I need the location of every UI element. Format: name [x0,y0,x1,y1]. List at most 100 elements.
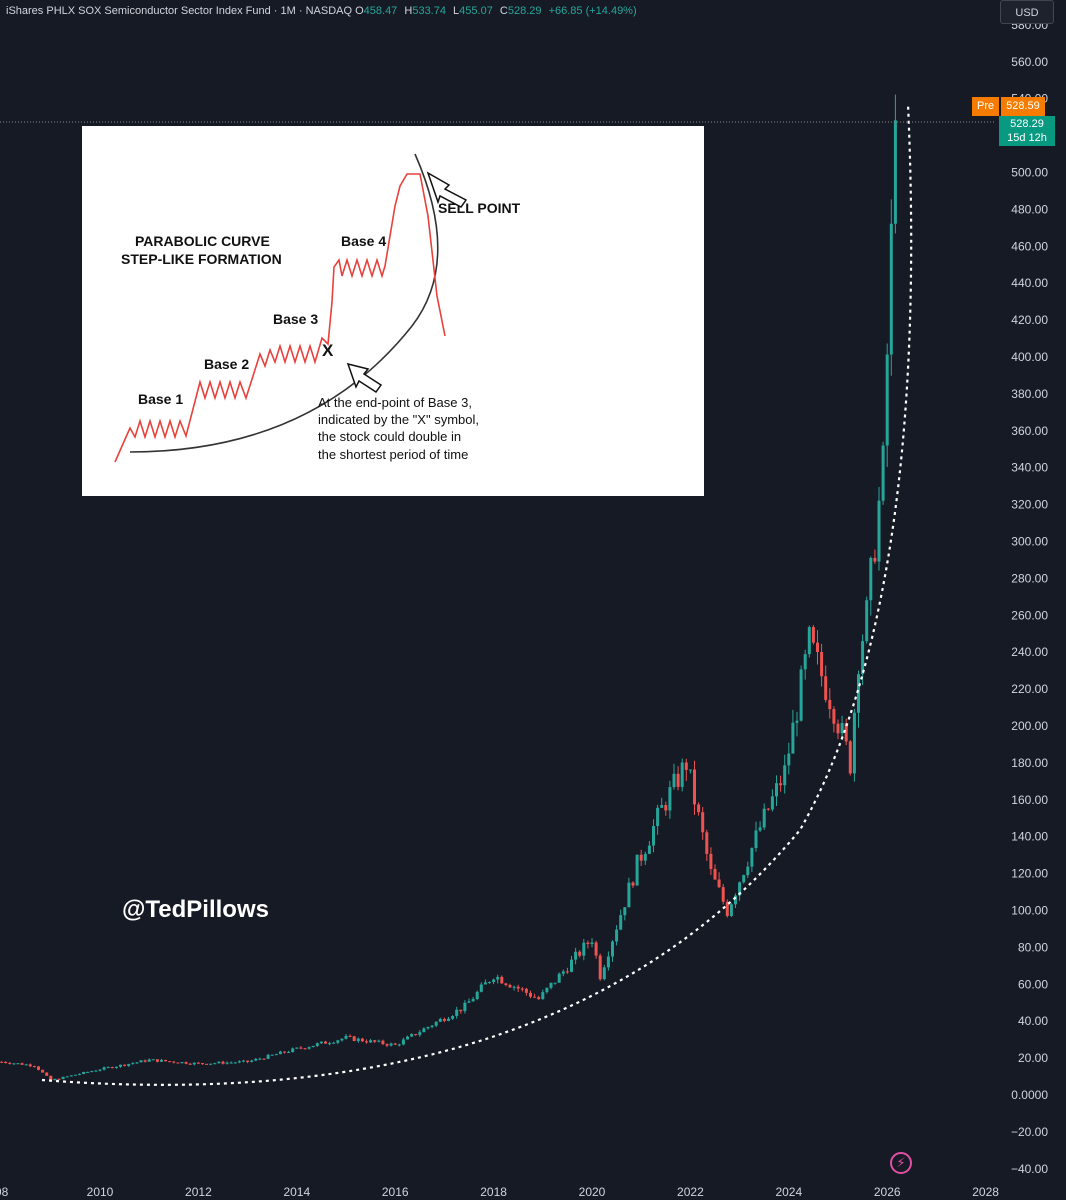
candle-body [254,1058,258,1061]
lightning-icon[interactable]: ⚡ [890,1152,912,1174]
candle-body [885,354,889,446]
inset-base4-label: Base 4 [341,233,386,249]
inset-price-path [114,173,446,463]
candle-body [168,1061,172,1063]
candle-body [561,971,565,974]
price-axis[interactable]: 580.00560.00540.00520.00500.00480.00460.… [1011,18,1048,1176]
symbol-legend[interactable]: iShares PHLX SOX Semiconductor Sector In… [6,3,637,19]
candle-body [492,979,496,983]
candle-body [32,1066,36,1068]
inset-x-mark: X [322,341,334,360]
candle-body [344,1035,348,1039]
candle-body [504,983,508,986]
candle-body [742,875,746,883]
price-tick-label: 20.00 [1018,1051,1048,1065]
candle-body [258,1058,262,1060]
candle-body [672,773,676,788]
candle-body [328,1043,332,1045]
candle-body [147,1059,151,1062]
price-tick-label: 300.00 [1011,535,1048,549]
inset-base2-label: Base 2 [204,356,249,372]
candle-body [721,887,725,902]
candle-body [869,557,873,601]
candle-body [754,830,758,849]
candle-body [590,942,594,945]
price-tick-label: 240.00 [1011,645,1048,659]
candle-body [606,956,610,968]
candle-body [393,1043,397,1045]
high-value: 533.74 [412,5,446,17]
candle-body [94,1070,98,1072]
candle-body [155,1059,159,1062]
candle-body [639,854,643,861]
price-tick-label: 420.00 [1011,313,1048,327]
base3-arrow-icon [346,362,383,394]
candle-body [529,992,532,997]
candle-body [688,769,692,771]
candle-body [426,1026,430,1029]
candle-body [430,1025,434,1027]
candle-body [119,1064,122,1067]
candle-body [500,976,504,984]
time-tick-label: 2012 [185,1185,212,1199]
candle-body [483,982,487,985]
candle-body [684,762,688,770]
candle-body [209,1063,213,1065]
time-tick-label: 2028 [972,1185,999,1199]
candle-body [229,1062,233,1064]
inset-note-line1: At the end-point of Base 3, [318,395,472,410]
candle-body [615,929,619,942]
candle-body [656,807,660,827]
candle-body [865,600,869,642]
bar-countdown: 15d 12h [1007,132,1047,144]
candle-body [28,1064,32,1067]
candle-body [578,951,582,956]
inset-base3-label: Base 3 [273,311,318,327]
candle-body [86,1071,90,1073]
candle-body [537,997,541,1000]
price-tick-label: 480.00 [1011,202,1048,216]
candle-body [611,941,614,957]
candle-body [303,1048,307,1050]
premarket-tag: Pre [972,97,1000,116]
candle-body [836,723,840,734]
low-label: L [453,5,460,17]
price-tick-label: 560.00 [1011,55,1048,69]
candle-body [697,804,701,813]
candle-body [139,1060,143,1063]
candle-body [750,848,754,867]
candle-body [389,1043,393,1046]
candle-body [861,641,865,675]
candle-body [61,1076,65,1080]
candle-body [20,1063,24,1065]
candle-body [311,1045,315,1048]
price-tick-label: −20.00 [1011,1125,1048,1139]
open-label: O [355,5,364,17]
inset-parabola [129,153,439,453]
candle-body [434,1021,438,1026]
author-watermark: @TedPillows [122,896,269,923]
candle-body [557,973,561,983]
candle-body [881,445,885,501]
parabolic-curve-inset-image: PARABOLIC CURVE STEP-LIKE FORMATION Base… [82,126,704,496]
time-axis[interactable]: 08 2010 2012 2014 2016 2018 2020 2022 2024 2026 20… [0,1185,999,1199]
inset-note-line3: the stock could double in [318,429,461,444]
time-tick-label: 2026 [874,1185,901,1199]
candle-body [545,987,549,993]
inset-note-line2: indicated by the "X" symbol, [318,412,479,427]
currency-button[interactable]: USD [1000,0,1054,24]
candle-body [811,627,815,643]
candle-body [299,1047,303,1049]
candle-body [701,812,705,833]
price-tick-label: 140.00 [1011,830,1048,844]
candle-body [266,1054,270,1059]
candle-body [45,1072,49,1076]
candle-body [570,959,573,972]
candle-body [242,1060,245,1062]
candle-body [102,1067,106,1070]
candle-body [340,1038,344,1041]
time-tick-label: 2018 [480,1185,507,1199]
candle-body [41,1069,45,1073]
candle-body [676,773,680,787]
